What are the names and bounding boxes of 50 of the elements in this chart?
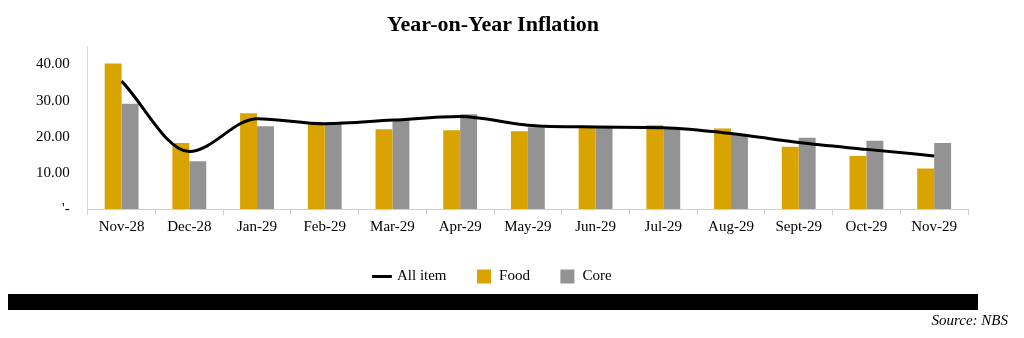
bar	[460, 114, 478, 209]
bar	[731, 134, 748, 209]
bar	[917, 168, 935, 209]
bar	[257, 126, 274, 209]
bar	[307, 123, 325, 209]
x-tick-label: Jan-29	[237, 217, 278, 234]
line-series	[120, 79, 936, 158]
legend-label: All item	[396, 267, 447, 284]
y-tick-label: 30.00	[36, 91, 70, 108]
bar	[189, 161, 207, 209]
x-tick-label: Sept-29	[775, 217, 823, 234]
legend-label: Food	[499, 267, 531, 284]
y-tick-label: '-	[62, 199, 70, 216]
bar	[240, 113, 258, 209]
bar	[443, 130, 461, 209]
bar	[527, 127, 545, 209]
x-tick-label: Nov-28	[98, 217, 145, 234]
bar	[849, 155, 867, 209]
x-tick-label: Dec-28	[167, 217, 212, 234]
bar	[595, 126, 613, 209]
y-tick-label: 10.00	[36, 163, 70, 180]
bar	[646, 125, 664, 209]
x-tick-label: Jul-29	[644, 217, 683, 234]
bar	[798, 137, 816, 209]
bar	[324, 123, 342, 209]
bar	[172, 142, 190, 209]
bar	[781, 146, 799, 209]
bar	[121, 103, 139, 209]
x-tick-label: Feb-29	[303, 217, 346, 234]
bar	[104, 63, 122, 209]
x-tick-label: Nov-29	[911, 217, 958, 234]
bar	[510, 131, 528, 209]
bar	[866, 140, 884, 209]
x-tick-label: Apr-29	[438, 217, 482, 234]
bar	[934, 142, 952, 209]
bar	[392, 119, 410, 209]
bar	[578, 126, 596, 209]
x-tick-label: Aug-29	[708, 217, 754, 234]
source-note: Source: NBS	[930, 312, 1008, 329]
bar	[663, 128, 681, 209]
x-tick-label: Oct-29	[845, 217, 888, 234]
chart-title: Year-on-Year Inflation	[386, 10, 600, 36]
bar	[714, 128, 732, 209]
x-tick-label: May-29	[504, 217, 552, 234]
y-tick-label: 40.00	[36, 55, 70, 72]
legend-label: Core	[582, 267, 612, 284]
bar	[375, 129, 393, 209]
y-tick-label: 20.00	[36, 127, 70, 144]
x-tick-label: Mar-29	[370, 217, 415, 234]
x-tick-label: Jun-29	[575, 217, 617, 234]
